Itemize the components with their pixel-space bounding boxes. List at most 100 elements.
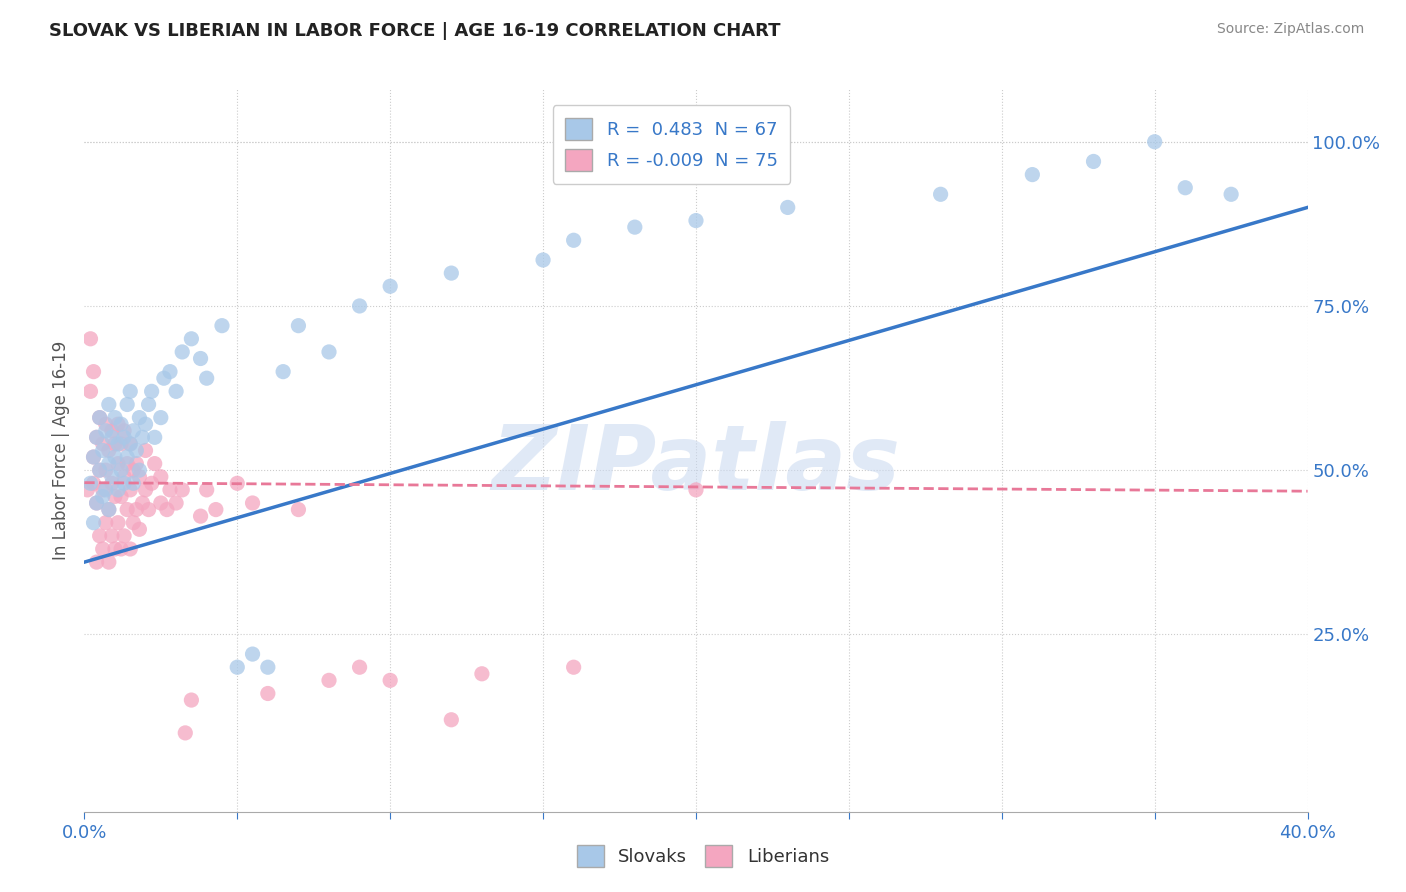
Legend: R =  0.483  N = 67, R = -0.009  N = 75: R = 0.483 N = 67, R = -0.009 N = 75: [553, 105, 790, 184]
Point: [83, 476, 105, 491]
Point: [83, 450, 105, 464]
Point: [143, 457, 166, 471]
Point: [440, 266, 463, 280]
Point: [115, 502, 138, 516]
Point: [159, 483, 181, 497]
Point: [125, 457, 148, 471]
Point: [195, 483, 218, 497]
Point: [76, 483, 98, 497]
Point: [165, 496, 187, 510]
Point: [195, 371, 218, 385]
Point: [89, 529, 111, 543]
Point: [107, 516, 129, 530]
Point: [107, 483, 129, 497]
Point: [1083, 154, 1105, 169]
Point: [120, 483, 142, 497]
Point: [471, 666, 494, 681]
Point: [101, 430, 124, 444]
Point: [110, 541, 132, 556]
Point: [1143, 135, 1166, 149]
Point: [226, 660, 249, 674]
Point: [89, 410, 111, 425]
Point: [91, 490, 114, 504]
Point: [242, 647, 264, 661]
Point: [122, 476, 145, 491]
Point: [79, 332, 101, 346]
Point: [143, 430, 166, 444]
Point: [101, 529, 124, 543]
Y-axis label: In Labor Force | Age 16-19: In Labor Force | Age 16-19: [52, 341, 70, 560]
Point: [205, 502, 228, 516]
Point: [190, 351, 212, 366]
Point: [115, 397, 138, 411]
Point: [94, 483, 117, 497]
Point: [287, 318, 309, 333]
Point: [107, 437, 129, 451]
Point: [79, 476, 101, 491]
Point: [271, 365, 294, 379]
Point: [110, 417, 132, 432]
Point: [135, 483, 157, 497]
Point: [149, 410, 172, 425]
Point: [380, 279, 402, 293]
Point: [531, 252, 554, 267]
Point: [94, 417, 117, 432]
Point: [101, 469, 124, 483]
Point: [83, 450, 105, 464]
Point: [149, 496, 172, 510]
Legend: Slovaks, Liberians: Slovaks, Liberians: [569, 838, 837, 874]
Point: [172, 483, 194, 497]
Point: [624, 220, 647, 235]
Point: [128, 522, 150, 536]
Point: [104, 450, 127, 464]
Point: [685, 483, 707, 497]
Point: [97, 457, 120, 471]
Point: [86, 430, 108, 444]
Point: [112, 424, 135, 438]
Point: [180, 693, 202, 707]
Point: [156, 502, 179, 516]
Point: [86, 496, 108, 510]
Point: [101, 424, 124, 438]
Point: [257, 686, 280, 700]
Point: [180, 332, 202, 346]
Point: [94, 463, 117, 477]
Point: [287, 502, 309, 516]
Point: [226, 476, 249, 491]
Point: [349, 299, 371, 313]
Point: [104, 410, 127, 425]
Point: [211, 318, 233, 333]
Point: [141, 384, 163, 399]
Point: [110, 463, 132, 477]
Point: [86, 555, 108, 569]
Point: [242, 496, 264, 510]
Point: [1021, 168, 1043, 182]
Point: [122, 424, 145, 438]
Point: [138, 502, 160, 516]
Point: [122, 463, 145, 477]
Point: [112, 430, 135, 444]
Point: [125, 502, 148, 516]
Point: [79, 384, 101, 399]
Point: [110, 437, 132, 451]
Point: [174, 726, 197, 740]
Point: [89, 463, 111, 477]
Point: [929, 187, 952, 202]
Point: [128, 463, 150, 477]
Point: [112, 476, 135, 491]
Text: ZIPatlas: ZIPatlas: [492, 421, 900, 509]
Point: [685, 213, 707, 227]
Point: [101, 476, 124, 491]
Point: [107, 457, 129, 471]
Point: [83, 516, 105, 530]
Point: [128, 469, 150, 483]
Text: Source: ZipAtlas.com: Source: ZipAtlas.com: [1216, 22, 1364, 37]
Point: [91, 541, 114, 556]
Point: [159, 365, 181, 379]
Point: [122, 516, 145, 530]
Point: [97, 502, 120, 516]
Point: [349, 660, 371, 674]
Point: [318, 673, 340, 688]
Point: [97, 555, 120, 569]
Point: [89, 463, 111, 477]
